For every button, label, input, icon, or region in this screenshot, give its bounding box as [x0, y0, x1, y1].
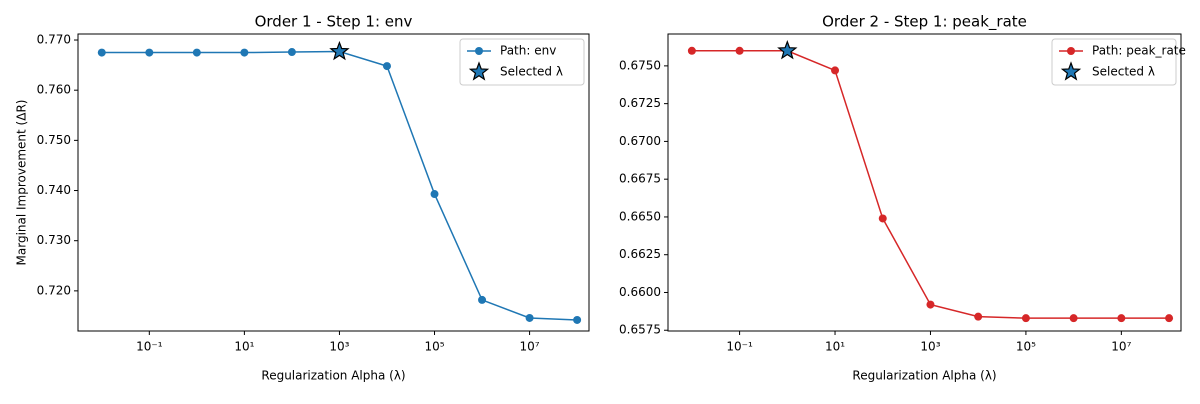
y-tick-label: 0.6750 — [619, 58, 661, 72]
series-point — [573, 315, 582, 324]
y-tick-label: 0.720 — [37, 283, 71, 297]
series-point — [478, 295, 487, 304]
series-point — [687, 46, 696, 55]
selected-marker — [329, 40, 350, 61]
series-line — [691, 50, 1170, 319]
series-point — [831, 66, 840, 75]
x-tick-label: 10⁷ — [520, 340, 540, 354]
y-tick-label: 0.6575 — [619, 323, 661, 337]
x-tick-label: 10³ — [920, 340, 940, 354]
chart-title: Order 1 - Step 1: env — [255, 13, 413, 31]
y-tick-label: 0.6600 — [619, 285, 661, 299]
y-tick-label: 0.6700 — [619, 134, 661, 148]
series-point — [382, 62, 391, 71]
series-point — [97, 48, 106, 57]
x-tick-label: 10⁵ — [424, 340, 444, 354]
y-tick-label: 0.6650 — [619, 209, 661, 223]
series-point — [192, 48, 201, 57]
series-point — [1117, 314, 1126, 323]
series-point — [735, 46, 744, 55]
chart-title: Order 2 - Step 1: peak_rate — [822, 13, 1027, 32]
plot-frame — [77, 33, 590, 332]
y-tick-label: 0.770 — [37, 33, 71, 47]
x-axis-label: Regularization Alpha (λ) — [261, 369, 405, 383]
x-tick-label: 10⁻¹ — [726, 340, 753, 354]
x-tick-label: 10⁷ — [1111, 340, 1131, 354]
series-point — [926, 300, 935, 309]
legend-marker — [1067, 47, 1075, 55]
legend-label: Selected λ — [500, 65, 563, 79]
y-tick-label: 0.750 — [37, 133, 71, 147]
y-axis-label: Marginal Improvement (ΔR) — [15, 100, 29, 266]
legend-marker — [1060, 61, 1082, 81]
series-point — [974, 312, 983, 321]
series-point — [878, 214, 887, 223]
y-tick-label: 0.6625 — [619, 247, 661, 261]
y-tick-label: 0.6725 — [619, 96, 661, 110]
series-point — [1165, 314, 1174, 323]
legend-marker — [475, 47, 483, 55]
series-line — [101, 50, 578, 321]
legend-label: Path: peak_rate — [1092, 44, 1186, 58]
series-point — [240, 48, 249, 57]
series-point — [1021, 314, 1030, 323]
series-point — [430, 190, 439, 199]
x-tick-label: 10⁵ — [1016, 340, 1036, 354]
legend-marker — [468, 61, 490, 81]
x-tick-label: 10³ — [329, 340, 349, 354]
legend-label: Path: env — [500, 44, 556, 58]
plot-frame — [667, 33, 1182, 332]
x-axis-label: Regularization Alpha (λ) — [852, 369, 996, 383]
series-point — [525, 313, 534, 322]
y-tick-label: 0.6675 — [619, 172, 661, 186]
legend-label: Selected λ — [1092, 65, 1155, 79]
series-point — [287, 48, 296, 57]
y-tick-label: 0.740 — [37, 183, 71, 197]
selected-marker — [777, 40, 798, 60]
x-tick-label: 10⁻¹ — [136, 340, 163, 354]
y-tick-label: 0.730 — [37, 233, 71, 247]
series-point — [1069, 314, 1078, 323]
y-tick-label: 0.760 — [37, 83, 71, 97]
series-point — [145, 48, 154, 57]
x-tick-label: 10¹ — [234, 340, 254, 354]
x-tick-label: 10¹ — [825, 340, 845, 354]
